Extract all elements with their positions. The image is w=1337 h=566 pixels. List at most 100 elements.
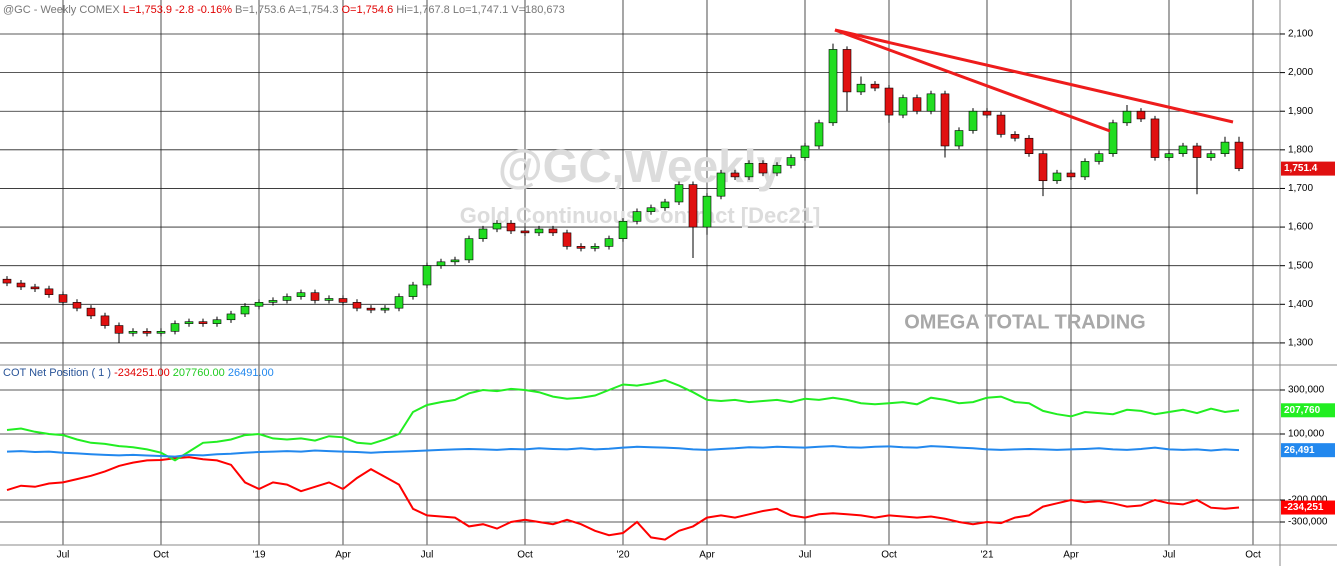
last-value-label: 207,760 (1284, 405, 1321, 416)
candle-body (1122, 110, 1132, 124)
candle-body (1164, 153, 1174, 158)
y-tick-label: 1,400 (1288, 299, 1313, 310)
candle-body (1052, 172, 1062, 182)
candle-body (772, 164, 782, 174)
candle-body (1136, 110, 1146, 120)
candle-body (450, 259, 460, 263)
candle-body (590, 246, 600, 249)
candle-body (1108, 122, 1118, 154)
x-tick-label: '21 (980, 550, 993, 561)
candle-body (898, 97, 908, 116)
bid: B=1,753.6 (235, 4, 285, 16)
candle-body (58, 294, 68, 303)
y-tick-label: -300,000 (1288, 517, 1328, 528)
exchange: COMEX (79, 4, 120, 16)
trendline (834, 28, 1111, 133)
candle-body (618, 220, 628, 239)
high: Hi=1,767.8 (396, 4, 450, 16)
y-tick-label: -200,000 (1288, 495, 1328, 506)
watermark-title: @GC,Weekly (498, 140, 783, 192)
candle-body (800, 145, 810, 158)
marks (2, 43, 1244, 541)
change: -2.8 (175, 4, 194, 16)
candle-body (254, 302, 264, 307)
ask: A=1,754.3 (288, 4, 338, 16)
candle-body (688, 184, 698, 228)
candle-body (926, 93, 936, 112)
candle-body (534, 228, 544, 234)
candle-body (884, 87, 894, 116)
last: L=1,753.9 (123, 4, 172, 16)
y-tick-label: 1,700 (1288, 183, 1313, 194)
candle-body (1178, 145, 1188, 154)
candle-body (2, 278, 12, 284)
candle-body (660, 201, 670, 209)
x-tick-label: Apr (699, 550, 715, 561)
y-tick-label: 1,900 (1288, 106, 1313, 117)
y-tick-label: 100,000 (1288, 429, 1325, 440)
candle-body (842, 49, 852, 93)
candle-body (268, 300, 278, 303)
y-tick-label: 2,000 (1288, 67, 1313, 78)
cot-title: COT Net Position ( 1 ) (3, 367, 111, 379)
candle-body (114, 325, 124, 334)
candle-body (716, 172, 726, 197)
candle-body (548, 228, 558, 234)
candle-body (156, 331, 166, 334)
watermark-brand: OMEGA TOTAL TRADING (904, 311, 1145, 333)
candle-body (492, 222, 502, 230)
x-tick-label: '20 (616, 550, 629, 561)
last-value-label: 26,491 (1284, 445, 1315, 456)
y-tick-label: 1,600 (1288, 222, 1313, 233)
candle-body (758, 163, 768, 174)
x-tick-label: Jul (799, 550, 812, 561)
candle-body (996, 114, 1006, 135)
candle-body (1220, 141, 1230, 154)
candle-body (604, 238, 614, 247)
candle-body (72, 302, 82, 309)
x-tick-label: Jul (57, 550, 70, 561)
watermark: @GC,Weekly Gold Continuous Contract [Dec… (460, 140, 1146, 333)
candle-body (828, 49, 838, 124)
candle-body (674, 184, 684, 203)
y-tick-label: 1,500 (1288, 260, 1313, 271)
trendline (834, 28, 1234, 124)
candle-body (982, 110, 992, 116)
pct: -0.16% (197, 4, 232, 16)
last-value-box (1281, 403, 1335, 418)
candle-body (856, 83, 866, 93)
x-tick-label: Oct (153, 550, 169, 561)
last-value-box (1281, 500, 1335, 515)
open: O=1,754.6 (342, 4, 394, 16)
x-tick-label: Oct (1245, 550, 1261, 561)
y-tick-label: 1,300 (1288, 338, 1313, 349)
grid (0, 0, 1280, 545)
candle-body (940, 93, 950, 147)
candle-body (128, 331, 138, 334)
candle-body (576, 246, 586, 249)
candle-body (226, 313, 236, 321)
candle-body (646, 207, 656, 212)
series-line (6, 445, 1240, 458)
legend-entry: 26491.00 (228, 367, 274, 379)
low: Lo=1,747.1 (453, 4, 508, 16)
candle-body (212, 319, 222, 324)
candle-body (436, 261, 446, 266)
volume: V=180,673 (511, 4, 565, 16)
candle-body (1192, 145, 1202, 158)
x-tick-label: Oct (517, 550, 533, 561)
candle-body (86, 307, 96, 317)
candle-body (198, 321, 208, 324)
candle-body (1206, 153, 1216, 158)
symbol: @GC - Weekly (3, 4, 77, 16)
x-tick-label: Oct (881, 550, 897, 561)
candle-body (1010, 134, 1020, 139)
candle-body (184, 321, 194, 324)
candle-body (632, 211, 642, 222)
candle-body (44, 288, 54, 295)
candle-body (954, 130, 964, 147)
candle-body (870, 83, 880, 89)
candle-body (324, 298, 334, 301)
